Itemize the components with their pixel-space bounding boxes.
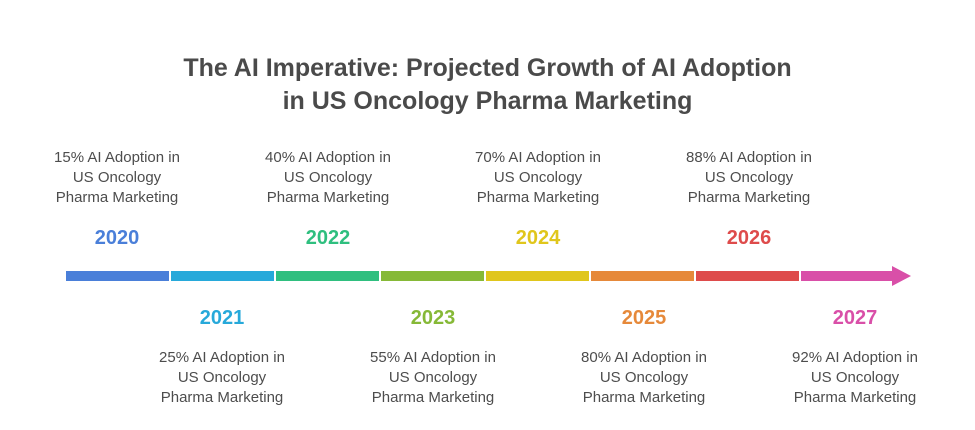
milestone-2022: 40% AI Adoption in US Oncology Pharma Ma…: [248, 148, 408, 250]
milestone-year: 2024: [515, 227, 561, 249]
timeline-segment-2026: [696, 271, 799, 281]
diagram-title: The AI Imperative: Projected Growth of A…: [0, 52, 975, 118]
title-line-2: in US Oncology Pharma Marketing: [282, 87, 693, 115]
milestone-2027: 2027 92% AI Adoption in US Oncology Phar…: [775, 306, 935, 408]
milestone-2020: 15% AI Adoption in US Oncology Pharma Ma…: [37, 148, 197, 250]
milestone-2026: 88% AI Adoption in US Oncology Pharma Ma…: [669, 148, 829, 250]
milestone-year: 2020: [94, 227, 140, 249]
timeline-segment-2020: [66, 271, 169, 281]
timeline-segment-2022: [276, 271, 379, 281]
milestone-text: 70% AI Adoption in US Oncology Pharma Ma…: [475, 149, 601, 206]
milestone-year: 2026: [726, 227, 772, 249]
milestone-year: 2023: [410, 307, 456, 329]
milestone-year: 2021: [199, 307, 245, 329]
timeline-bar: [66, 266, 911, 286]
milestone-2024: 70% AI Adoption in US Oncology Pharma Ma…: [458, 148, 618, 250]
timeline-segment-2025: [591, 271, 694, 281]
milestone-text: 92% AI Adoption in US Oncology Pharma Ma…: [792, 349, 918, 406]
timeline-segment-2021: [171, 271, 274, 281]
milestone-2023: 2023 55% AI Adoption in US Oncology Phar…: [353, 306, 513, 408]
milestone-2021: 2021 25% AI Adoption in US Oncology Phar…: [142, 306, 302, 408]
milestone-text: 40% AI Adoption in US Oncology Pharma Ma…: [265, 149, 391, 206]
milestone-year: 2025: [621, 307, 667, 329]
milestone-text: 88% AI Adoption in US Oncology Pharma Ma…: [686, 149, 812, 206]
milestone-text: 15% AI Adoption in US Oncology Pharma Ma…: [54, 149, 180, 206]
milestone-text: 80% AI Adoption in US Oncology Pharma Ma…: [581, 349, 707, 406]
timeline-segment-2023: [381, 271, 484, 281]
title-line-1: The AI Imperative: Projected Growth of A…: [183, 54, 792, 82]
timeline-segment-2027: [801, 271, 894, 281]
milestone-year: 2027: [832, 307, 878, 329]
milestone-text: 25% AI Adoption in US Oncology Pharma Ma…: [159, 349, 285, 406]
timeline-segment-2024: [486, 271, 589, 281]
milestone-2025: 2025 80% AI Adoption in US Oncology Phar…: [564, 306, 724, 408]
milestone-text: 55% AI Adoption in US Oncology Pharma Ma…: [370, 349, 496, 406]
milestone-year: 2022: [305, 227, 351, 249]
arrow-head-icon: [892, 266, 911, 286]
